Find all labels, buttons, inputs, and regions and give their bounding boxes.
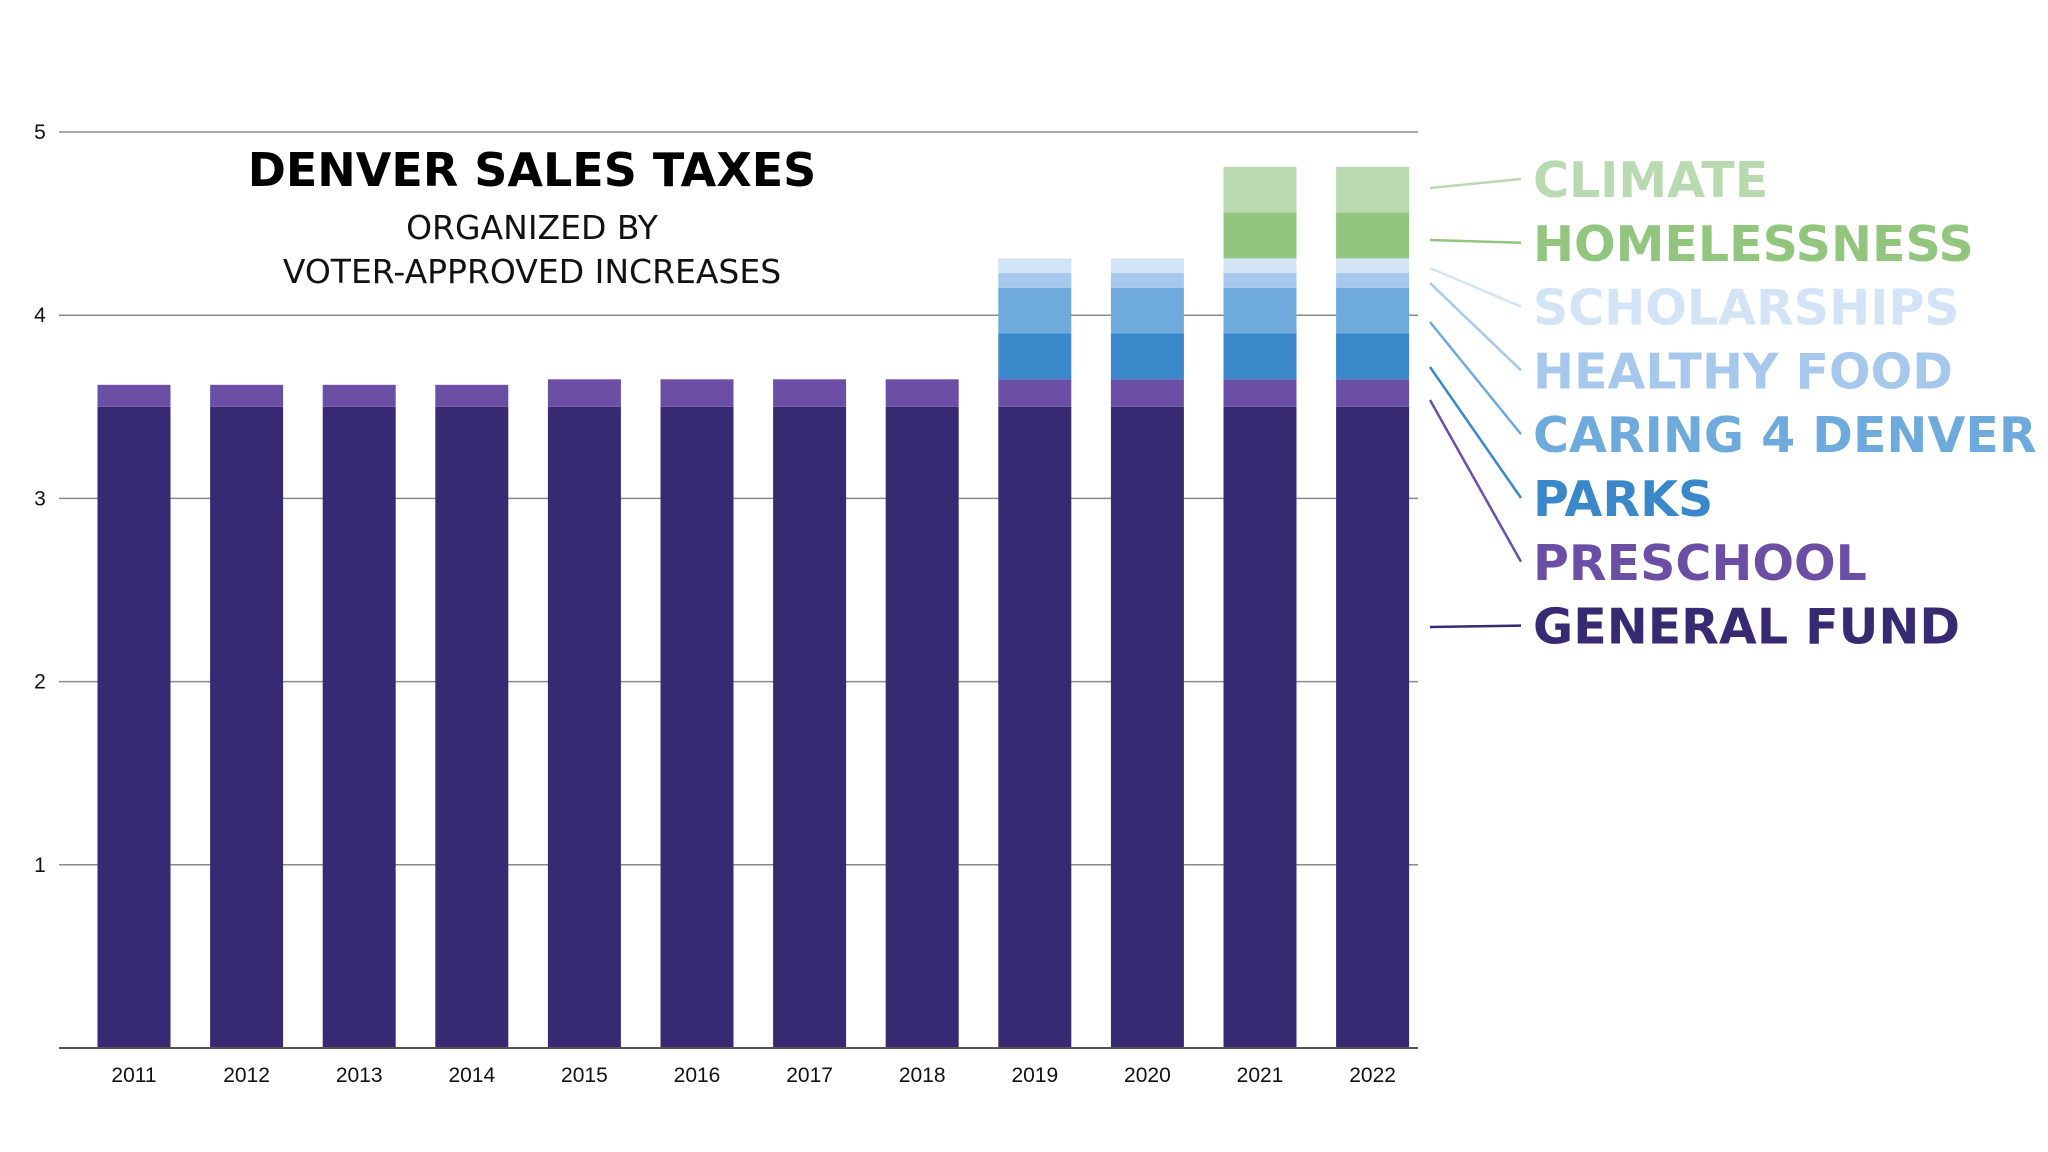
bar-2017-general-fund	[773, 406, 847, 1048]
bar-2020-scholarships	[1110, 258, 1184, 274]
bar-2020-parks	[1110, 333, 1184, 380]
bar-2021-caring-4-denver	[1223, 287, 1297, 334]
bar-2017-preschool	[773, 379, 847, 407]
y-tick-label-3: 3	[34, 487, 46, 510]
bar-2021-general-fund	[1223, 406, 1297, 1048]
bar-2014-preschool	[435, 384, 509, 407]
bar-2021-preschool	[1223, 379, 1297, 407]
bar-2022-general-fund	[1336, 406, 1410, 1048]
bar-2011-general-fund	[97, 406, 171, 1048]
legend-leader-preschool	[1428, 399, 1523, 563]
bar-2020-preschool	[1110, 379, 1184, 407]
y-tick-label-2: 2	[34, 671, 46, 694]
bar-2021-climate	[1223, 166, 1297, 213]
bar-2021-homelessness	[1223, 212, 1297, 259]
legend-label-caring-4-denver: CARING 4 DENVER	[1533, 407, 2037, 464]
bar-2020-caring-4-denver	[1110, 287, 1184, 334]
bar-2022-preschool	[1336, 379, 1410, 407]
bar-2020-general-fund	[1110, 406, 1184, 1048]
bar-2011-preschool	[97, 384, 171, 407]
bar-2022-scholarships	[1336, 258, 1410, 274]
bar-2019-preschool	[998, 379, 1072, 407]
x-tick-label-2018: 2018	[899, 1064, 946, 1087]
bar-2018-preschool	[885, 379, 959, 407]
bar-2018-general-fund	[885, 406, 959, 1048]
chart-title-block: DENVER SALES TAXES ORGANIZED BY VOTER-AP…	[248, 143, 817, 291]
x-tick-label-2017: 2017	[786, 1064, 833, 1087]
y-tick-label-1: 1	[34, 854, 46, 877]
bar-2019-healthy-food	[998, 273, 1072, 288]
bar-2022-parks	[1336, 333, 1410, 380]
x-tick-label-2020: 2020	[1124, 1064, 1171, 1087]
bar-2016-general-fund	[660, 406, 734, 1048]
bar-2021-healthy-food	[1223, 273, 1297, 288]
bar-2021-parks	[1223, 333, 1297, 380]
bar-2015-general-fund	[547, 406, 621, 1048]
x-tick-label-2013: 2013	[336, 1064, 383, 1087]
bar-2019-scholarships	[998, 258, 1072, 274]
legend-leader-scholarships	[1429, 266, 1522, 308]
legend-label-homelessness: HOMELESSNESS	[1533, 216, 1974, 273]
legend-leader-homelessness	[1429, 238, 1522, 245]
legend-leader-caring-4-denver	[1429, 321, 1522, 435]
bar-2012-general-fund	[210, 406, 284, 1048]
bar-2020-healthy-food	[1110, 273, 1184, 288]
chart-title: DENVER SALES TAXES	[248, 143, 817, 197]
x-tick-label-2021: 2021	[1237, 1064, 1284, 1087]
legend-label-general-fund: GENERAL FUND	[1533, 599, 1960, 656]
bar-2019-general-fund	[998, 406, 1072, 1048]
bar-2016-preschool	[660, 379, 734, 407]
legend: CLIMATE HOMELESSNESS SCHOLARSHIPS HEALTHY F…	[1428, 152, 2037, 656]
bar-2013-general-fund	[322, 406, 396, 1048]
x-tick-label-2012: 2012	[223, 1064, 270, 1087]
bar-2022-homelessness	[1336, 212, 1410, 259]
gridlines	[59, 131, 1418, 866]
legend-leader-climate	[1429, 177, 1522, 190]
chart-subtitle-line-1: ORGANIZED BY	[406, 208, 659, 247]
axes: 1 2 3 4 5 2011 2012 2013 2014 2015 2016 2017 2018 201…	[34, 121, 1418, 1087]
bar-2022-healthy-food	[1336, 273, 1410, 288]
x-tick-label-2014: 2014	[448, 1064, 495, 1087]
legend-label-parks: PARKS	[1533, 471, 1713, 528]
y-tick-label-4: 4	[34, 304, 46, 327]
bar-2012-preschool	[210, 384, 284, 407]
legend-leader-general-fund	[1429, 624, 1522, 629]
bar-2019-parks	[998, 333, 1072, 380]
legend-label-preschool: PRESCHOOL	[1533, 535, 1867, 592]
bar-2014-general-fund	[435, 406, 509, 1048]
x-tick-label-2019: 2019	[1011, 1064, 1058, 1087]
legend-leader-parks	[1428, 366, 1523, 499]
bar-2022-climate	[1336, 166, 1410, 213]
bar-2019-caring-4-denver	[998, 287, 1072, 334]
x-tick-label-2015: 2015	[561, 1064, 608, 1087]
x-tick-label-2011: 2011	[111, 1064, 156, 1087]
bar-2013-preschool	[322, 384, 396, 407]
bar-2021-scholarships	[1223, 258, 1297, 274]
legend-label-scholarships: SCHOLARSHIPS	[1533, 280, 1960, 337]
legend-leader-healthy-food	[1429, 282, 1522, 372]
y-tick-label-5: 5	[34, 121, 46, 144]
legend-label-climate: CLIMATE	[1533, 152, 1768, 209]
bars	[97, 166, 1410, 1048]
x-tick-label-2016: 2016	[674, 1064, 721, 1087]
bar-2022-caring-4-denver	[1336, 287, 1410, 334]
x-tick-label-2022: 2022	[1349, 1064, 1396, 1087]
legend-label-healthy-food: HEALTHY FOOD	[1533, 343, 1953, 400]
chart-subtitle-line-2: VOTER-APPROVED INCREASES	[283, 252, 781, 291]
bar-2015-preschool	[547, 379, 621, 407]
